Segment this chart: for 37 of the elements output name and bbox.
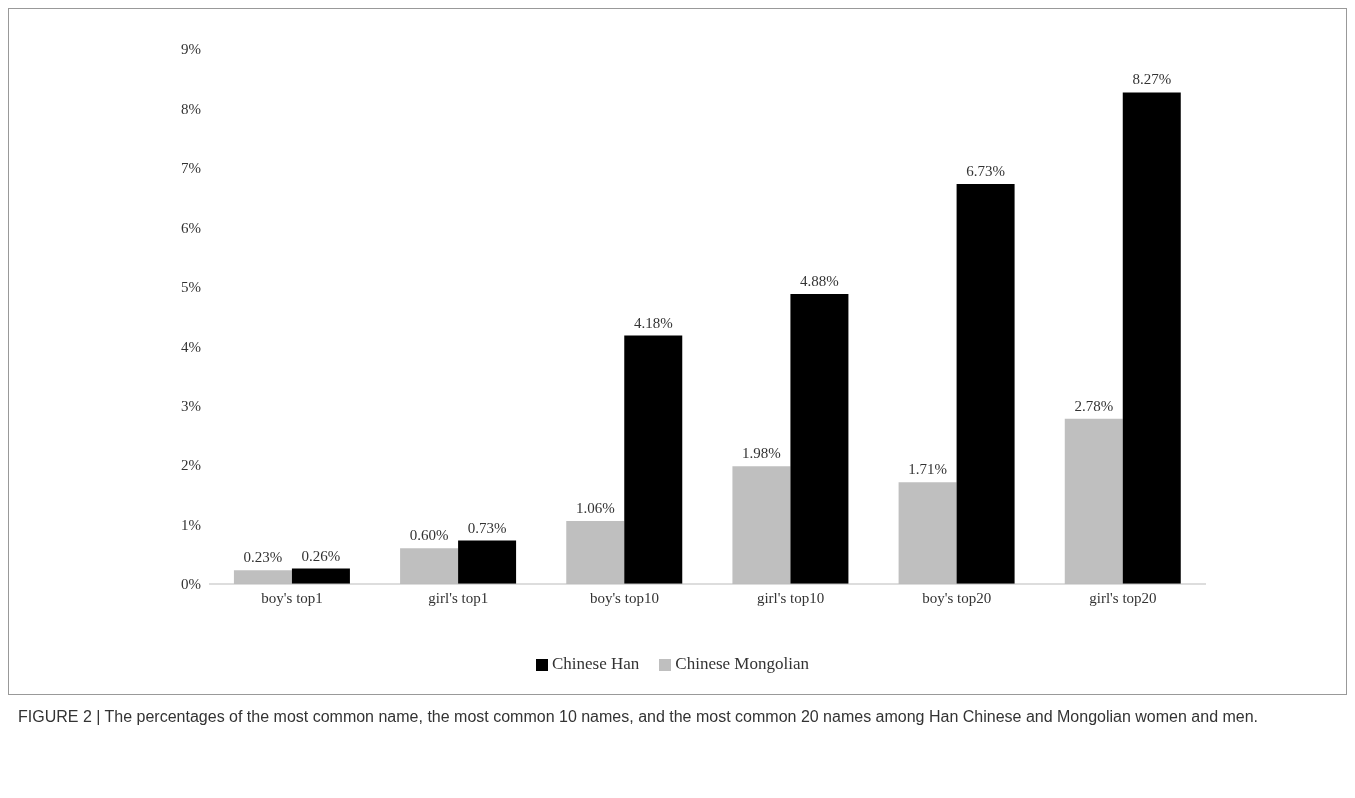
bar bbox=[790, 293, 849, 584]
data-label: 1.71% bbox=[908, 461, 947, 478]
y-tick-label: 3% bbox=[181, 397, 201, 414]
x-tick-label: boy's top20 bbox=[922, 589, 992, 606]
x-tick-label: girl's top20 bbox=[1089, 589, 1157, 606]
legend-label: Chinese Mongolian bbox=[675, 654, 809, 673]
data-label: 6.73% bbox=[966, 162, 1005, 179]
bar bbox=[956, 183, 1015, 584]
y-tick-label: 2% bbox=[181, 457, 201, 474]
caption: FIGURE 2 | The percentages of the most common name, the most common 10 names, and the most common 20 names among Han Chinese and Mongolian women and men. bbox=[17, 707, 1260, 727]
bar bbox=[291, 568, 350, 584]
data-label: 0.23% bbox=[243, 549, 283, 566]
y-tick-label: 4% bbox=[181, 338, 201, 355]
data-label: 0.26% bbox=[301, 547, 341, 564]
y-tick-label: 1% bbox=[181, 516, 201, 533]
y-tick-label: 5% bbox=[181, 279, 201, 296]
data-label: 0.73% bbox=[467, 519, 507, 536]
x-tick-label: girl's top10 bbox=[756, 589, 825, 606]
bar bbox=[624, 335, 683, 584]
y-tick-label: 0% bbox=[181, 576, 201, 593]
y-tick-label: 7% bbox=[181, 160, 201, 177]
data-label: 0.60% bbox=[409, 527, 449, 544]
data-label: 1.98% bbox=[742, 445, 781, 462]
bar bbox=[1122, 92, 1181, 584]
data-label: 4.88% bbox=[800, 272, 839, 289]
y-tick-label: 9% bbox=[181, 41, 201, 58]
x-tick-label: boy's top10 bbox=[589, 589, 659, 606]
data-label: 2.78% bbox=[1074, 397, 1114, 414]
data-label: 1.06% bbox=[575, 499, 615, 516]
x-tick-label: boy's top1 bbox=[261, 589, 323, 606]
data-label: 8.27% bbox=[1132, 71, 1172, 88]
bar bbox=[458, 540, 517, 584]
x-tick-label: girl's top1 bbox=[428, 589, 489, 606]
legend-label: Chinese Han bbox=[552, 654, 640, 673]
y-tick-label: 8% bbox=[181, 100, 201, 117]
y-tick-label: 6% bbox=[181, 219, 201, 236]
data-label: 4.18% bbox=[633, 314, 673, 331]
